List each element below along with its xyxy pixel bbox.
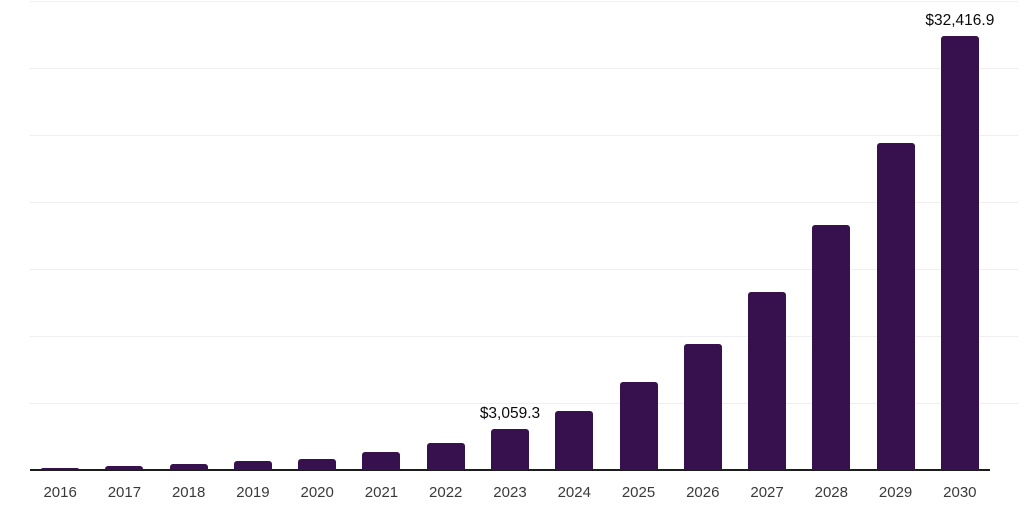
bar-column-2029 — [863, 0, 927, 470]
bar-column-2024 — [542, 0, 606, 470]
bar-column-2018 — [157, 0, 221, 470]
bar-column-2025 — [606, 0, 670, 470]
x-tick-2017: 2017 — [107, 484, 142, 501]
bar-2026 — [683, 344, 722, 470]
x-tick-2028: 2028 — [814, 484, 848, 501]
bar-2016 — [41, 467, 80, 470]
gridline — [30, 269, 1018, 270]
bar-2027 — [748, 292, 787, 470]
bar-2030 — [940, 35, 979, 470]
gridline — [30, 68, 1018, 69]
x-tick-2024: 2024 — [557, 484, 591, 501]
gridline — [30, 1, 1018, 2]
x-axis-line — [30, 469, 990, 471]
bar-2019 — [233, 461, 272, 470]
plot-area: $3,059.3 $32,416.9 — [28, 0, 995, 470]
bar-column-2022 — [414, 0, 478, 470]
bar-2022 — [426, 442, 465, 470]
bar-2025 — [619, 381, 658, 470]
bar-column-2028 — [799, 0, 863, 470]
bar-column-2021 — [349, 0, 413, 470]
x-tick-2023: 2023 — [493, 484, 527, 501]
bar-2024 — [555, 411, 594, 470]
bar-2017 — [105, 466, 144, 470]
x-tick-2018: 2018 — [171, 484, 206, 501]
bar-2018 — [169, 463, 208, 470]
gridline — [30, 135, 1018, 136]
bar-column-2026 — [671, 0, 735, 470]
x-tick-2025: 2025 — [621, 484, 656, 501]
gridline — [30, 403, 1018, 404]
bar-column-2017 — [92, 0, 156, 470]
data-label-2030: $32,416.9 — [925, 11, 995, 29]
bar-column-2030: $32,416.9 — [925, 0, 995, 470]
bar-2029 — [876, 143, 915, 470]
x-tick-2016: 2016 — [43, 484, 77, 501]
gridline — [30, 202, 1018, 203]
bar-column-2020 — [285, 0, 349, 470]
x-tick-2029: 2029 — [878, 484, 913, 501]
gridline — [30, 336, 1018, 337]
bar-column-2027 — [735, 0, 799, 470]
x-tick-2030: 2030 — [943, 484, 977, 501]
bar-2028 — [812, 225, 851, 470]
bar-column-2019 — [221, 0, 285, 470]
x-axis-tick-labels: 2016 2017 2018 2019 2020 2021 2022 2023 2024 2025… — [28, 484, 992, 501]
bar-column-2016 — [28, 0, 92, 470]
bar-2020 — [298, 459, 337, 470]
bar-column-2023: $3,059.3 — [478, 0, 542, 470]
x-tick-2020: 2020 — [300, 484, 334, 501]
x-tick-2021: 2021 — [364, 484, 399, 501]
bar-2023 — [490, 429, 529, 470]
x-tick-2022: 2022 — [429, 484, 463, 501]
x-tick-2026: 2026 — [686, 484, 720, 501]
x-tick-2027: 2027 — [750, 484, 784, 501]
x-tick-2019: 2019 — [236, 484, 270, 501]
data-label-2023: $3,059.3 — [479, 405, 541, 423]
bar-2021 — [362, 452, 401, 470]
